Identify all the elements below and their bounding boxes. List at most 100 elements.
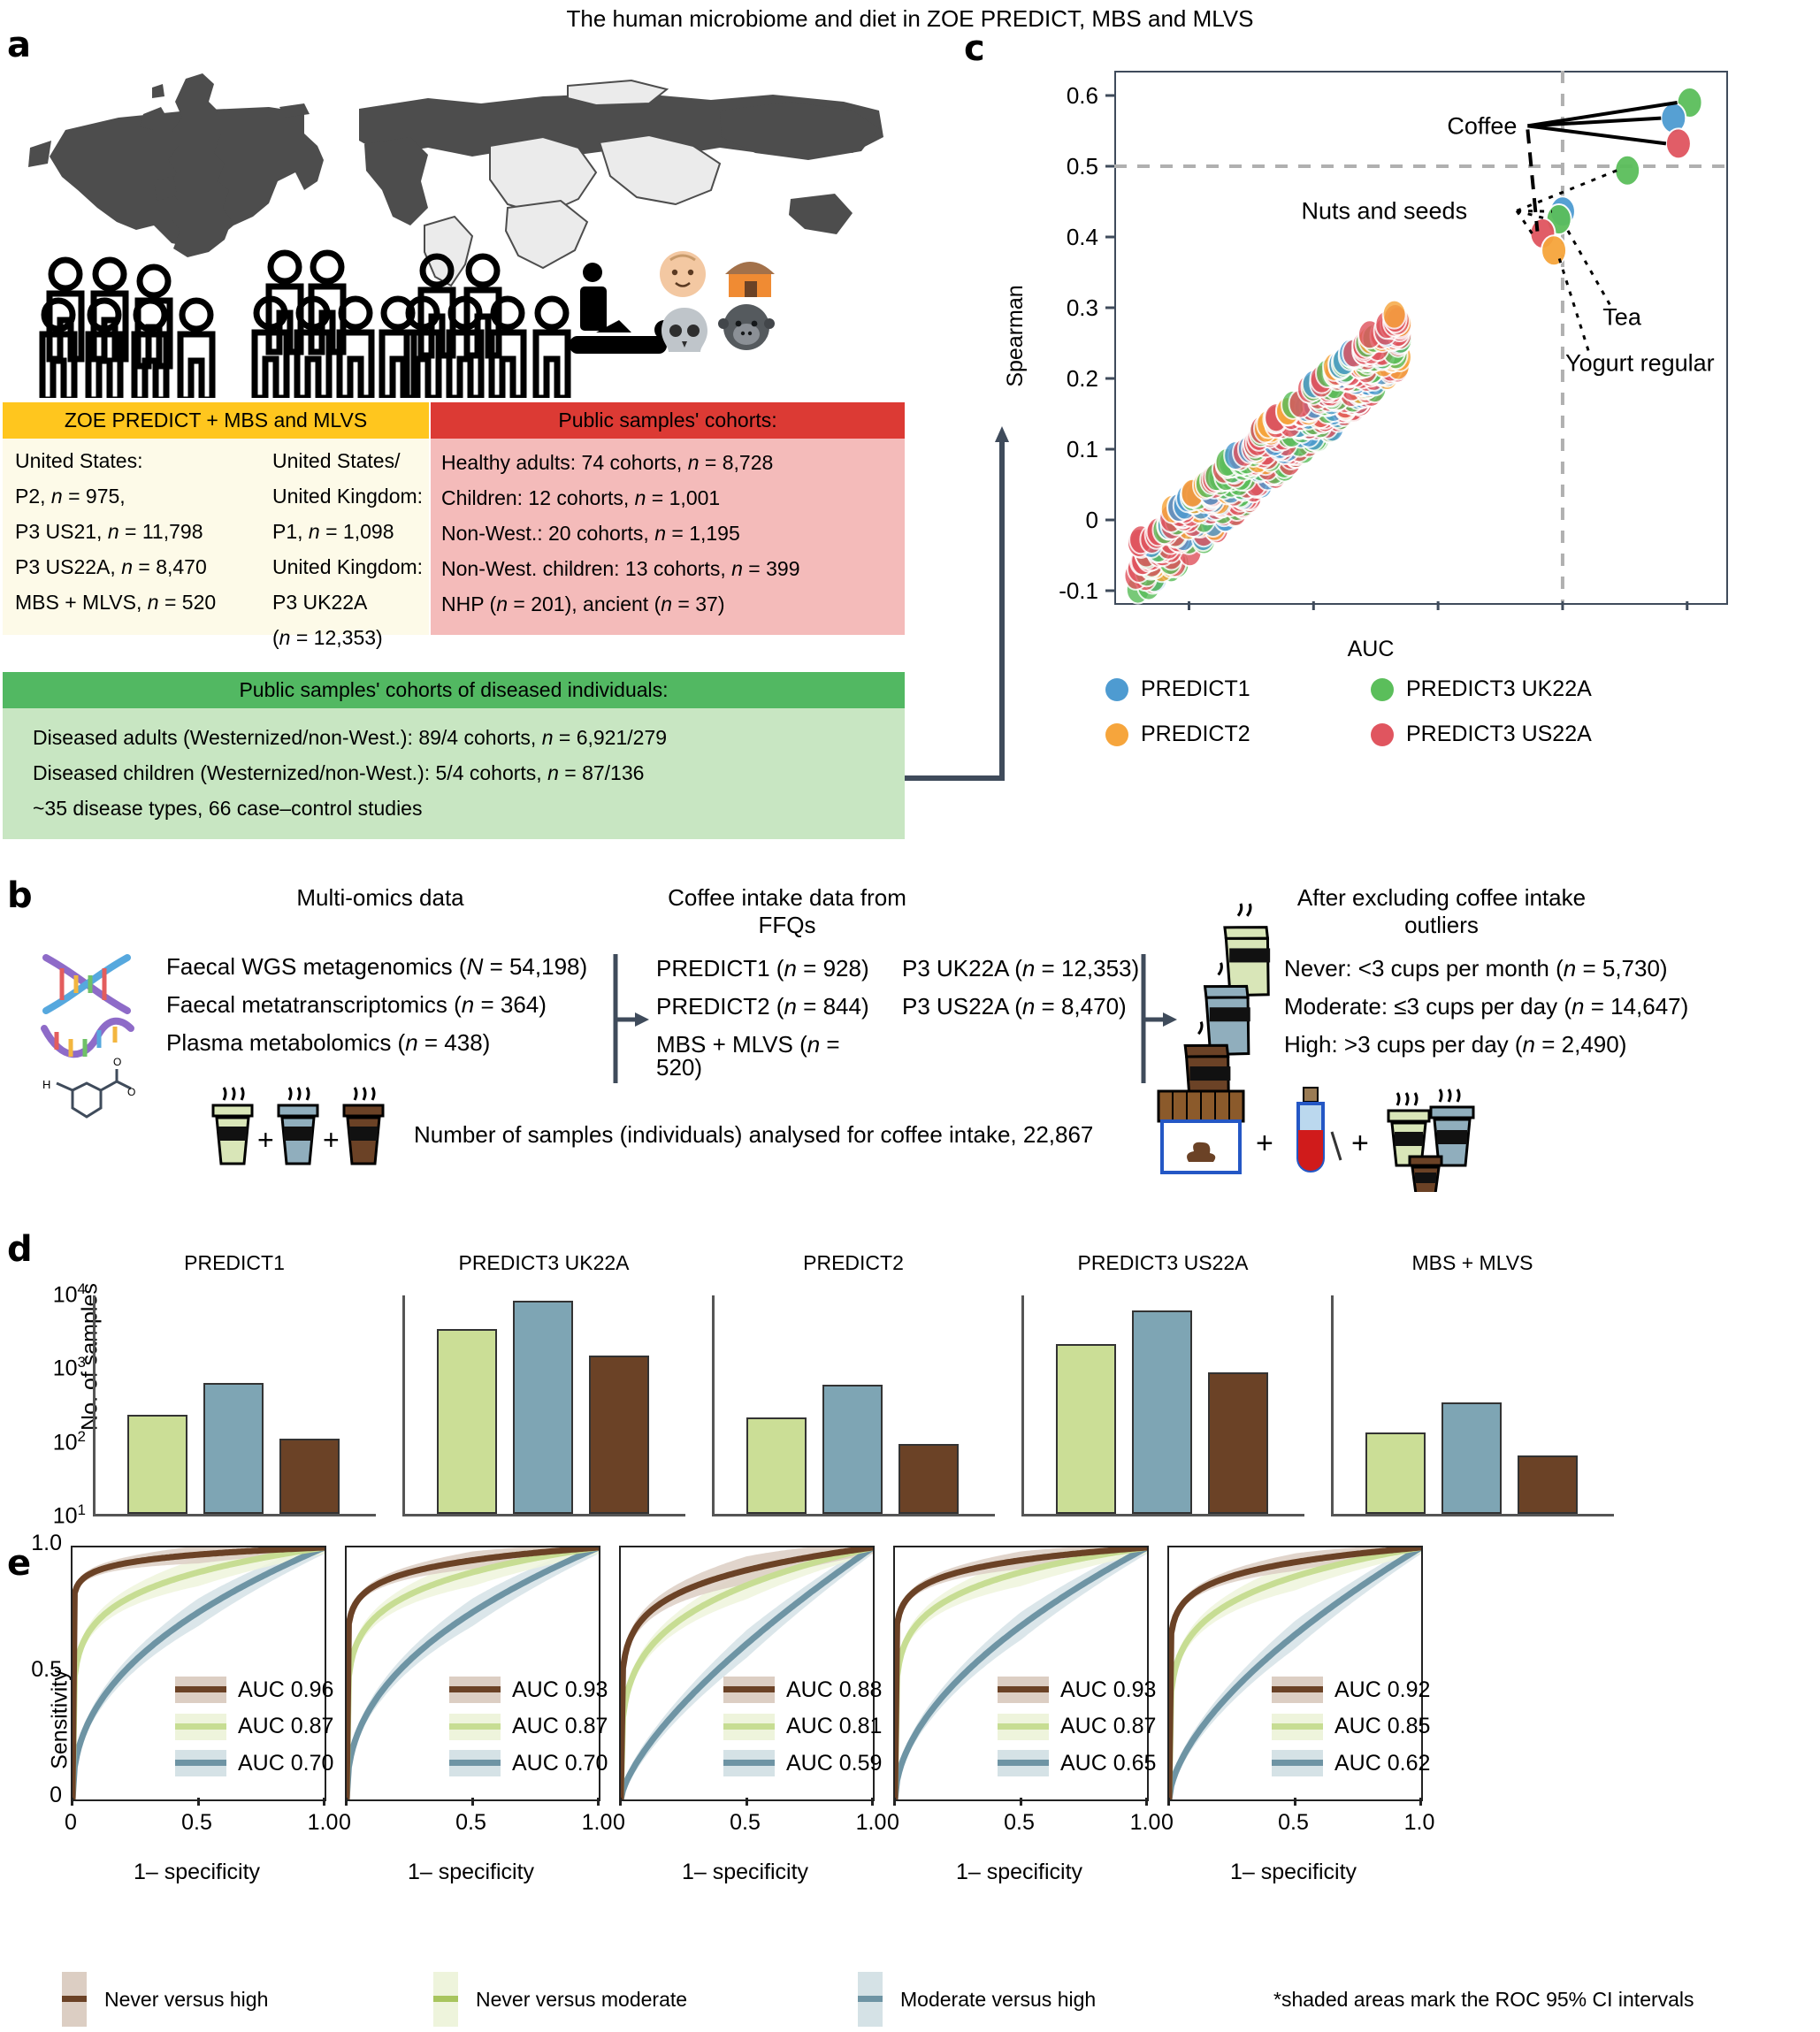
svg-text:O: O xyxy=(113,1056,121,1068)
ffq-col2: P3 UK22A (n = 12,353) P3 US22A (n = 8,470… xyxy=(902,955,1140,1020)
figure-title: The human microbiome and diet in ZOE PRE… xyxy=(566,5,1254,32)
bar-chart-panel_d_predict2: PREDICT2 xyxy=(712,1251,995,1534)
roc-x-tickmark xyxy=(1167,1798,1170,1806)
omics-list: Faecal WGS metagenomics (N = 54,198) Faec… xyxy=(166,953,588,1056)
scatter-y-axis-label: Spearman xyxy=(1003,285,1028,387)
roc-legend-item[interactable]: AUC 0.96 xyxy=(175,1677,334,1704)
bar-high[interactable] xyxy=(279,1439,340,1514)
bar-moderate[interactable] xyxy=(1441,1402,1502,1514)
roc-legend-item[interactable]: AUC 0.70 xyxy=(449,1750,608,1777)
three-cups-icon: + + xyxy=(211,1087,385,1165)
roc-legend-item[interactable]: AUC 0.92 xyxy=(1272,1677,1431,1704)
roc-legend-auc: AUC 0.88 xyxy=(786,1677,883,1702)
bar-moderate[interactable] xyxy=(203,1383,264,1514)
legend-label-predict3-us22a: PREDICT3 US22A xyxy=(1406,722,1592,746)
roc-legend-auc: AUC 0.62 xyxy=(1334,1750,1431,1776)
roc-legend-item[interactable]: AUC 0.87 xyxy=(998,1713,1156,1740)
legend-label-moderate-vs-high: Moderate versus high xyxy=(900,1987,1097,2011)
roc-legend-item[interactable]: AUC 0.81 xyxy=(723,1713,883,1740)
panel-letter-d: d xyxy=(7,1229,33,1270)
omics-to-ffq-arrow xyxy=(613,954,649,1083)
svg-text:0.7: 0.7 xyxy=(1422,617,1454,619)
roc-legend-auc: AUC 0.81 xyxy=(786,1714,883,1739)
roc-legend: AUC 0.93 AUC 0.87 AUC 0.70 xyxy=(449,1677,608,1786)
bar-chart-panel_d_predict1: PREDICT1 101 102 103 104 xyxy=(53,1251,376,1534)
bar-never[interactable] xyxy=(437,1328,497,1514)
panel-e-legend: Never versus high Never versus moderate … xyxy=(62,1972,1742,2027)
roc-legend-item[interactable]: AUC 0.93 xyxy=(998,1677,1156,1704)
legend-label-predict3-uk22a: PREDICT3 UK22A xyxy=(1406,676,1592,701)
legend-item-moderate-vs-high[interactable]: Moderate versus high xyxy=(858,1972,1273,2027)
roc-legend-item[interactable]: AUC 0.87 xyxy=(175,1713,333,1740)
bar-y-tick: 101 xyxy=(52,1501,86,1529)
roc-legend-auc: AUC 0.65 xyxy=(1060,1750,1157,1776)
roc-legend-item[interactable]: AUC 0.70 xyxy=(175,1750,333,1777)
roc-legend: AUC 0.88 AUC 0.81 AUC 0.59 xyxy=(723,1677,882,1786)
roc-x-tickmark xyxy=(196,1798,200,1806)
roc-x-tick: 0.5 xyxy=(1278,1810,1309,1835)
bar-never[interactable] xyxy=(746,1417,807,1514)
bar-never[interactable] xyxy=(1365,1432,1426,1514)
bar-plot-area xyxy=(1021,1295,1304,1516)
roc-legend-item[interactable]: AUC 0.65 xyxy=(998,1750,1157,1777)
svg-text:0.4: 0.4 xyxy=(1067,224,1098,250)
bar-moderate[interactable] xyxy=(1132,1310,1192,1514)
diseased-cohorts-box: Public samples' cohorts of diseased indi… xyxy=(3,672,905,839)
bar-high[interactable] xyxy=(589,1356,649,1514)
roc-legend-item[interactable]: AUC 0.87 xyxy=(449,1713,608,1740)
roc-legend-auc: AUC 0.92 xyxy=(1334,1677,1431,1702)
ffq-to-groups-arrow xyxy=(1141,954,1177,1083)
roc-x-tickmark xyxy=(470,1798,474,1806)
roc-legend-item[interactable]: AUC 0.59 xyxy=(723,1750,883,1777)
roc-x-tickmark xyxy=(893,1798,896,1806)
panel-letter-c: c xyxy=(964,28,985,69)
bar-moderate[interactable] xyxy=(822,1385,883,1514)
legend-item-never-vs-high[interactable]: Never versus high xyxy=(62,1972,433,2027)
bar-chart-title: PREDICT3 UK22A xyxy=(458,1251,630,1274)
roc-legend-swatch xyxy=(1272,1677,1323,1704)
roc-chart-panel_e_roc_predict2: AUC 0.88 AUC 0.81 AUC 0.59 0 0.5 1.0 1– specif… xyxy=(613,1546,911,1899)
scatter-legend-item-predict3-uk22a[interactable]: PREDICT3 UK22A xyxy=(1371,676,1689,702)
roc-x-tickmark xyxy=(323,1798,325,1806)
scatter-legend: PREDICT1 PREDICT2 PREDICT3 UK22A PREDICT… xyxy=(1105,676,1724,747)
bar-never[interactable] xyxy=(127,1414,187,1514)
scatter-legend-item-predict1[interactable]: PREDICT1 xyxy=(1105,676,1371,702)
roc-legend-item[interactable]: AUC 0.62 xyxy=(1272,1750,1431,1777)
roc-x-tick: 1.0 xyxy=(1403,1810,1435,1835)
bar-chart-panel_d_predict3_uk22a: PREDICT3 UK22A xyxy=(402,1251,685,1534)
bar-high[interactable] xyxy=(1208,1372,1268,1514)
bar-y-tick: 103 xyxy=(52,1354,86,1381)
roc-x-tickmark xyxy=(597,1798,600,1806)
roc-chart-panel_e_roc_predict3_uk22a: AUC 0.93 AUC 0.87 AUC 0.70 0 0.5 1.0 1– specif… xyxy=(339,1546,637,1899)
legend-swatch-predict1 xyxy=(1105,677,1128,701)
roc-legend-auc: AUC 0.59 xyxy=(786,1750,883,1776)
svg-text:0.1: 0.1 xyxy=(1067,436,1098,462)
bar-high[interactable] xyxy=(1518,1455,1578,1514)
roc-x-tick: 0 xyxy=(887,1810,899,1835)
legend-item-never-vs-moderate[interactable]: Never versus moderate xyxy=(433,1972,858,2027)
roc-legend-swatch xyxy=(175,1713,226,1740)
panel-c-scatter: 0.5 0.6 0.7 0.8 0.9 -0.1 0 0.1 0.2 0.3 0.4 0.5 0.6 Co… xyxy=(1003,71,1820,619)
roc-legend-item[interactable]: AUC 0.93 xyxy=(449,1677,608,1704)
roc-x-tick: 1.0 xyxy=(307,1810,339,1835)
legend-label-predict1: PREDICT1 xyxy=(1141,676,1250,701)
roc-legend-auc: AUC 0.96 xyxy=(238,1677,334,1702)
roc-legend-item[interactable]: AUC 0.85 xyxy=(1272,1713,1430,1740)
roc-legend-swatch xyxy=(998,1750,1049,1777)
roc-legend-swatch xyxy=(723,1713,775,1740)
roc-legend-item[interactable]: AUC 0.88 xyxy=(723,1677,883,1704)
scatter-legend-item-predict2[interactable]: PREDICT2 xyxy=(1105,722,1371,747)
scatter-legend-item-predict3-us22a[interactable]: PREDICT3 US22A xyxy=(1371,722,1689,747)
bar-moderate[interactable] xyxy=(513,1300,573,1514)
svg-text:0.6: 0.6 xyxy=(1067,82,1098,109)
roc-x-tick: 0.5 xyxy=(455,1810,486,1835)
svg-text:0.6: 0.6 xyxy=(1297,617,1329,619)
roc-x-axis-label: 1– specificity xyxy=(407,1860,535,1884)
scatter-annotation-tea: Tea xyxy=(1602,303,1642,330)
bar-never[interactable] xyxy=(1056,1344,1116,1514)
legend-swatch-predict3-uk22a xyxy=(1371,677,1394,701)
uk-map-icon xyxy=(140,73,232,257)
roc-legend: AUC 0.96 AUC 0.87 AUC 0.70 xyxy=(175,1677,333,1786)
bar-high[interactable] xyxy=(899,1443,959,1514)
roc-x-axis-label: 1– specificity xyxy=(1229,1860,1357,1884)
